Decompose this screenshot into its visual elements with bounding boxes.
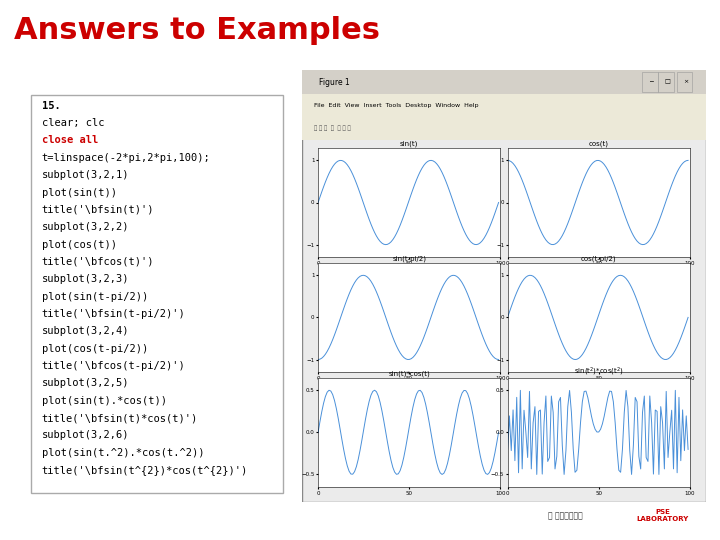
Title: sin(t$^2$)*cos(t$^2$): sin(t$^2$)*cos(t$^2$) [574,365,624,377]
Text: plot(cos(t)): plot(cos(t)) [42,240,117,249]
Text: clear; clc: clear; clc [42,118,104,128]
Text: ×: × [683,79,688,85]
Text: ⬜ ⬜ ⬜  ⬜  ⬜ ⬜ ⬜: ⬜ ⬜ ⬜ ⬜ ⬜ ⬜ ⬜ [315,126,351,131]
Text: title('\bfcos(t-pi/2)'): title('\bfcos(t-pi/2)') [42,361,186,371]
Text: ─: ─ [649,79,653,85]
Text: title('\bfsin(t^{2})*cos(t^{2})'): title('\bfsin(t^{2})*cos(t^{2})') [42,465,248,475]
Text: title('\bfsin(t)'): title('\bfsin(t)') [42,205,154,215]
Text: t=linspace(-2*pi,2*pi,100);: t=linspace(-2*pi,2*pi,100); [42,153,210,163]
FancyBboxPatch shape [32,94,283,492]
Text: subplot(3,2,3): subplot(3,2,3) [42,274,130,284]
Bar [677,72,692,92]
Text: 15.: 15. [42,101,60,111]
Title: cos(t): cos(t) [589,140,608,147]
Text: plot(cos(t-pi/2)): plot(cos(t-pi/2)) [42,343,148,354]
Text: close all: close all [42,136,98,145]
Text: Answers to Examples: Answers to Examples [14,16,380,45]
Text: title('\bfsin(t)*cos(t)'): title('\bfsin(t)*cos(t)') [42,413,198,423]
Text: plot(sin(t)): plot(sin(t)) [42,187,117,198]
Text: subplot(3,2,4): subplot(3,2,4) [42,326,130,336]
Text: □: □ [665,79,670,85]
Text: subplot(3,2,5): subplot(3,2,5) [42,379,130,388]
Text: Figure 1: Figure 1 [318,78,349,86]
Bar [302,117,706,140]
Title: sin(t-pi/2): sin(t-pi/2) [392,255,426,262]
Bar [302,94,706,117]
Text: File  Edit  View  Insert  Tools  Desktop  Window  Help: File Edit View Insert Tools Desktop Wind… [315,103,479,107]
Text: subplot(3,2,1): subplot(3,2,1) [42,170,130,180]
Text: subplot(3,2,2): subplot(3,2,2) [42,222,130,232]
Text: title('\bfsin(t-pi/2)'): title('\bfsin(t-pi/2)') [42,309,186,319]
Text: plot(sin(t).*cos(t)): plot(sin(t).*cos(t)) [42,396,167,406]
Text: title('\bfcos(t)'): title('\bfcos(t)') [42,257,154,267]
Title: sin(t)*cos(t): sin(t)*cos(t) [388,370,430,377]
Text: PSE
LABORATORY: PSE LABORATORY [636,509,688,522]
Bar [302,70,706,94]
Bar [642,72,657,92]
Text: 91: 91 [670,23,698,42]
Title: sin(t): sin(t) [400,140,418,147]
Title: cos(t-pi/2): cos(t-pi/2) [581,255,616,262]
Text: subplot(3,2,6): subplot(3,2,6) [42,430,130,441]
Text: plot(sin(t-pi/2)): plot(sin(t-pi/2)) [42,292,148,302]
Text: 🏛 國立臺灣大學: 🏛 國立臺灣大學 [548,511,582,520]
Text: plot(sin(t.^2).*cos(t.^2)): plot(sin(t.^2).*cos(t.^2)) [42,448,204,458]
Bar [658,72,674,92]
